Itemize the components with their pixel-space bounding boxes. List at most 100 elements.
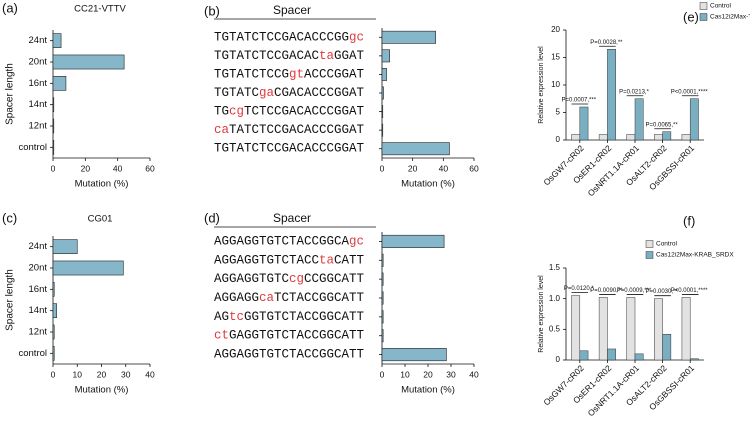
y-tick-label: 16nt — [29, 284, 48, 295]
legend-swatch — [699, 13, 708, 21]
legend-swatch — [645, 240, 654, 248]
bar — [52, 239, 78, 255]
y-tick-label: 14nt — [29, 305, 48, 316]
header: Spacer — [273, 3, 311, 17]
y-tick-label: 12nt — [29, 327, 48, 338]
x-tick-label: 40 — [439, 163, 449, 173]
bar — [52, 303, 57, 319]
x-axis-title: Mutation (%) — [75, 385, 129, 396]
panel-label: (d) — [204, 210, 220, 225]
x-tick-label: 20 — [408, 163, 418, 173]
panel-label: (a) — [2, 0, 18, 15]
y-tick-label: 15 — [551, 53, 560, 62]
chart-title: CC21-VTTV — [74, 4, 126, 15]
y-tick-label: 24nt — [29, 35, 48, 46]
x-axis-title: Mutation (%) — [401, 385, 455, 396]
sequence-label: AGGAGGTGTCTACCtaCATT — [214, 254, 365, 268]
y-tick-label: 20 — [551, 25, 560, 34]
x-axis-title: Mutation (%) — [401, 179, 455, 190]
y-axis-title: Relative expression level — [538, 46, 545, 124]
y-tick-label: 20nt — [29, 263, 48, 274]
y-tick-label: 24nt — [29, 241, 48, 252]
y-tick-label: 1.5 — [549, 263, 561, 272]
bar — [381, 310, 384, 324]
y-tick-label: 14nt — [29, 99, 48, 110]
bar — [381, 329, 384, 343]
bar — [681, 134, 691, 141]
annotation: P=0.0213,* — [619, 89, 650, 95]
x-tick-label: 0 — [51, 369, 56, 379]
legend-label: Cas12i2Max-KRAB_SRDX — [656, 252, 734, 259]
bar — [381, 234, 445, 248]
bar — [381, 49, 390, 63]
x-tick-label: 10 — [400, 369, 410, 379]
bar — [381, 348, 447, 362]
annotation: P=0.0009,*** — [617, 288, 652, 294]
x-tick-label: 20 — [97, 369, 107, 379]
annotation: P=0.0065,** — [645, 122, 678, 128]
bar — [598, 134, 608, 141]
x-tick-label: 30 — [121, 369, 131, 379]
panel-label: (b) — [204, 3, 220, 18]
bar — [52, 260, 124, 276]
sequence-label: TGTATCTCCGgtACCCGGAT — [214, 68, 365, 82]
x-tick-label: 0 — [380, 163, 385, 173]
bar — [598, 297, 608, 361]
bar — [381, 86, 384, 100]
x-tick-label: 0 — [51, 163, 56, 173]
bar — [579, 106, 589, 141]
sequence-label: AGGAGGTGTCTACCGGCATT — [214, 348, 365, 362]
bar — [579, 350, 589, 361]
sequence-label: TGTATCTCCGACACCCGGAT — [214, 142, 365, 156]
bar — [662, 333, 672, 361]
bar — [571, 295, 581, 361]
legend-swatch — [645, 251, 654, 259]
x-tick-label: 10 — [73, 369, 83, 379]
bar — [381, 253, 384, 267]
bar — [381, 272, 384, 286]
header: Spacer — [273, 211, 311, 225]
sequence-label: caTATCTCCGACACCCGGAT — [214, 123, 365, 137]
sequence-label: TGTATCTCCGACACtaGGAT — [214, 49, 365, 63]
bar — [52, 139, 55, 155]
y-axis-title: Relative expression level — [538, 275, 545, 353]
bar — [681, 297, 691, 361]
annotation: P=0.0030,** — [645, 289, 678, 295]
annotation: P<0.0001,**** — [671, 288, 709, 294]
bar — [626, 134, 636, 141]
legend-swatch — [699, 2, 708, 10]
legend-label: Control — [710, 3, 732, 10]
bar — [654, 134, 663, 141]
x-axis-title: Mutation (%) — [75, 179, 129, 190]
sequence-label: ctGAGGTGTCTACCGGCATT — [214, 329, 365, 343]
y-tick-label: 5 — [556, 108, 561, 117]
legend-label: Cas12i2Max-TV — [710, 14, 750, 21]
bar — [654, 298, 663, 361]
chart-title: CG01 — [88, 214, 113, 225]
x-tick-label: 0 — [380, 369, 385, 379]
panel-label: (f) — [683, 213, 695, 228]
x-tick-label: 20 — [423, 369, 433, 379]
bar — [52, 75, 67, 91]
x-tick-label: 60 — [469, 163, 479, 173]
bar — [689, 358, 699, 361]
sequence-label: TGcgTCTCCGACACCCGGAT — [214, 105, 365, 119]
y-tick-label: 10 — [551, 80, 560, 89]
y-axis-title: Spacer length — [5, 269, 16, 331]
bar — [571, 134, 581, 141]
bar — [52, 345, 55, 361]
annotation: P=0.0090,** — [590, 288, 623, 294]
x-tick-label: 60 — [145, 163, 155, 173]
bar — [607, 348, 616, 361]
bar — [52, 54, 125, 70]
y-axis-title: Spacer length — [5, 63, 16, 125]
y-tick-label: 12nt — [29, 121, 48, 132]
bar — [52, 33, 62, 49]
bar — [381, 291, 384, 305]
y-tick-label: 20nt — [29, 57, 48, 68]
y-tick-label: control — [18, 348, 47, 359]
y-tick-label: 0 — [556, 355, 561, 364]
y-tick-label: 16nt — [29, 78, 48, 89]
y-tick-label: control — [18, 142, 47, 153]
